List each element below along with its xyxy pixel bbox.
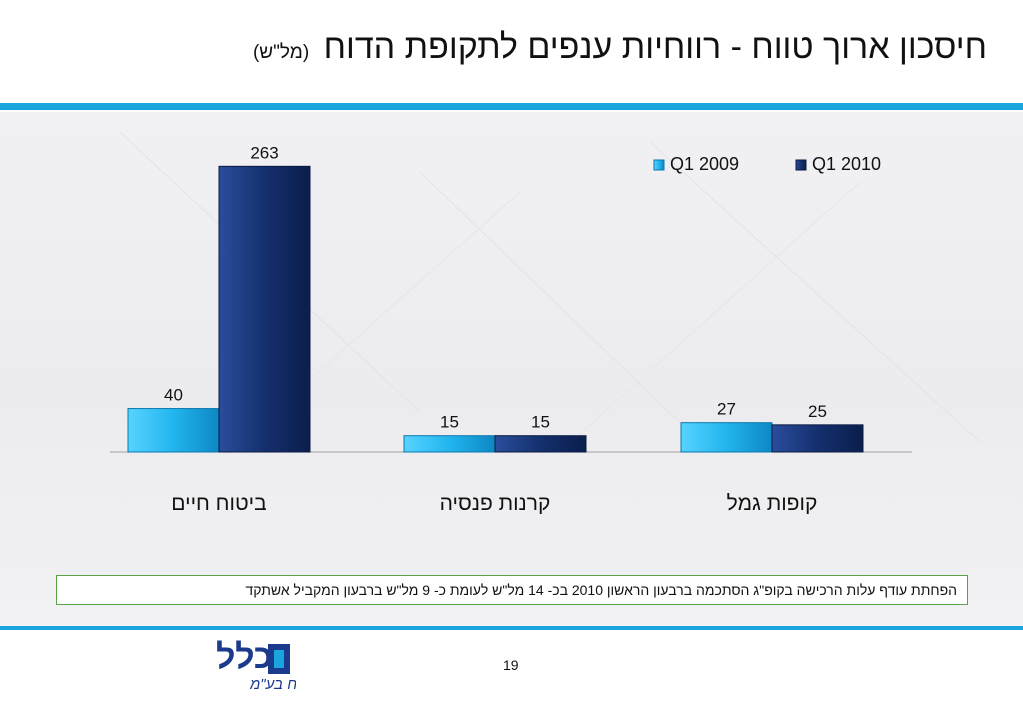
data-label: 263: [250, 143, 278, 162]
data-label: 27: [717, 400, 736, 419]
bar-q1-2009-3: [680, 422, 773, 453]
bar-q1-2009-2: [403, 435, 496, 453]
bar-q1-2010-1: [218, 165, 311, 453]
chart-panel-background: [0, 112, 1023, 627]
category-label: קופות גמל: [727, 492, 818, 515]
slide-unit: (מל"ש): [252, 42, 310, 63]
data-label: 15: [531, 413, 550, 432]
slide-title-row: חיסכון ארוך טווח - רווחיות ענפים לתקופת …: [36, 28, 987, 78]
company-logo: כלל החזקות עסקי ביטוח בע"מ: [36, 638, 411, 696]
logo-mark: כלל החזקות עסקי ביטוח בע"מ: [216, 638, 411, 693]
logo-brand-text: כלל: [216, 638, 273, 676]
data-label: 40: [164, 386, 183, 405]
category-label: קרנות פנסיה: [440, 492, 551, 515]
top-accent-rule: [0, 103, 1023, 110]
logo-emblem-inner-icon: [274, 650, 284, 668]
footnote-text: הפחתת עודף עלות הרכישה בקופ"ג הסתכמה ברב…: [245, 582, 957, 598]
category-label: ביטוח חיים: [171, 492, 266, 515]
bar-q1-2010-3: [771, 424, 864, 453]
bottom-accent-rule: [0, 626, 1023, 630]
logo-tagline: החזקות עסקי ביטוח בע"מ: [249, 676, 296, 693]
bar-chart: 40 263 ביטוח חיים 15 15 קרנות פנסיה 27 25 קופות …: [110, 131, 981, 515]
footnote-box: הפחתת עודף עלות הרכישה בקופ"ג הסתכמה ברב…: [56, 575, 968, 605]
slide-title: חיסכון ארוך טווח - רווחיות ענפים לתקופת …: [323, 28, 987, 66]
bar-q1-2009-1: [127, 408, 220, 453]
data-label: 15: [440, 413, 459, 432]
data-label: 25: [808, 402, 827, 421]
legend-swatch: [795, 159, 807, 171]
legend-label: Q1 2009: [670, 154, 739, 174]
legend-label: Q1 2010: [812, 154, 881, 174]
bar-q1-2010-2: [494, 435, 587, 453]
page-number: 19: [503, 657, 519, 673]
legend-swatch: [653, 159, 665, 171]
